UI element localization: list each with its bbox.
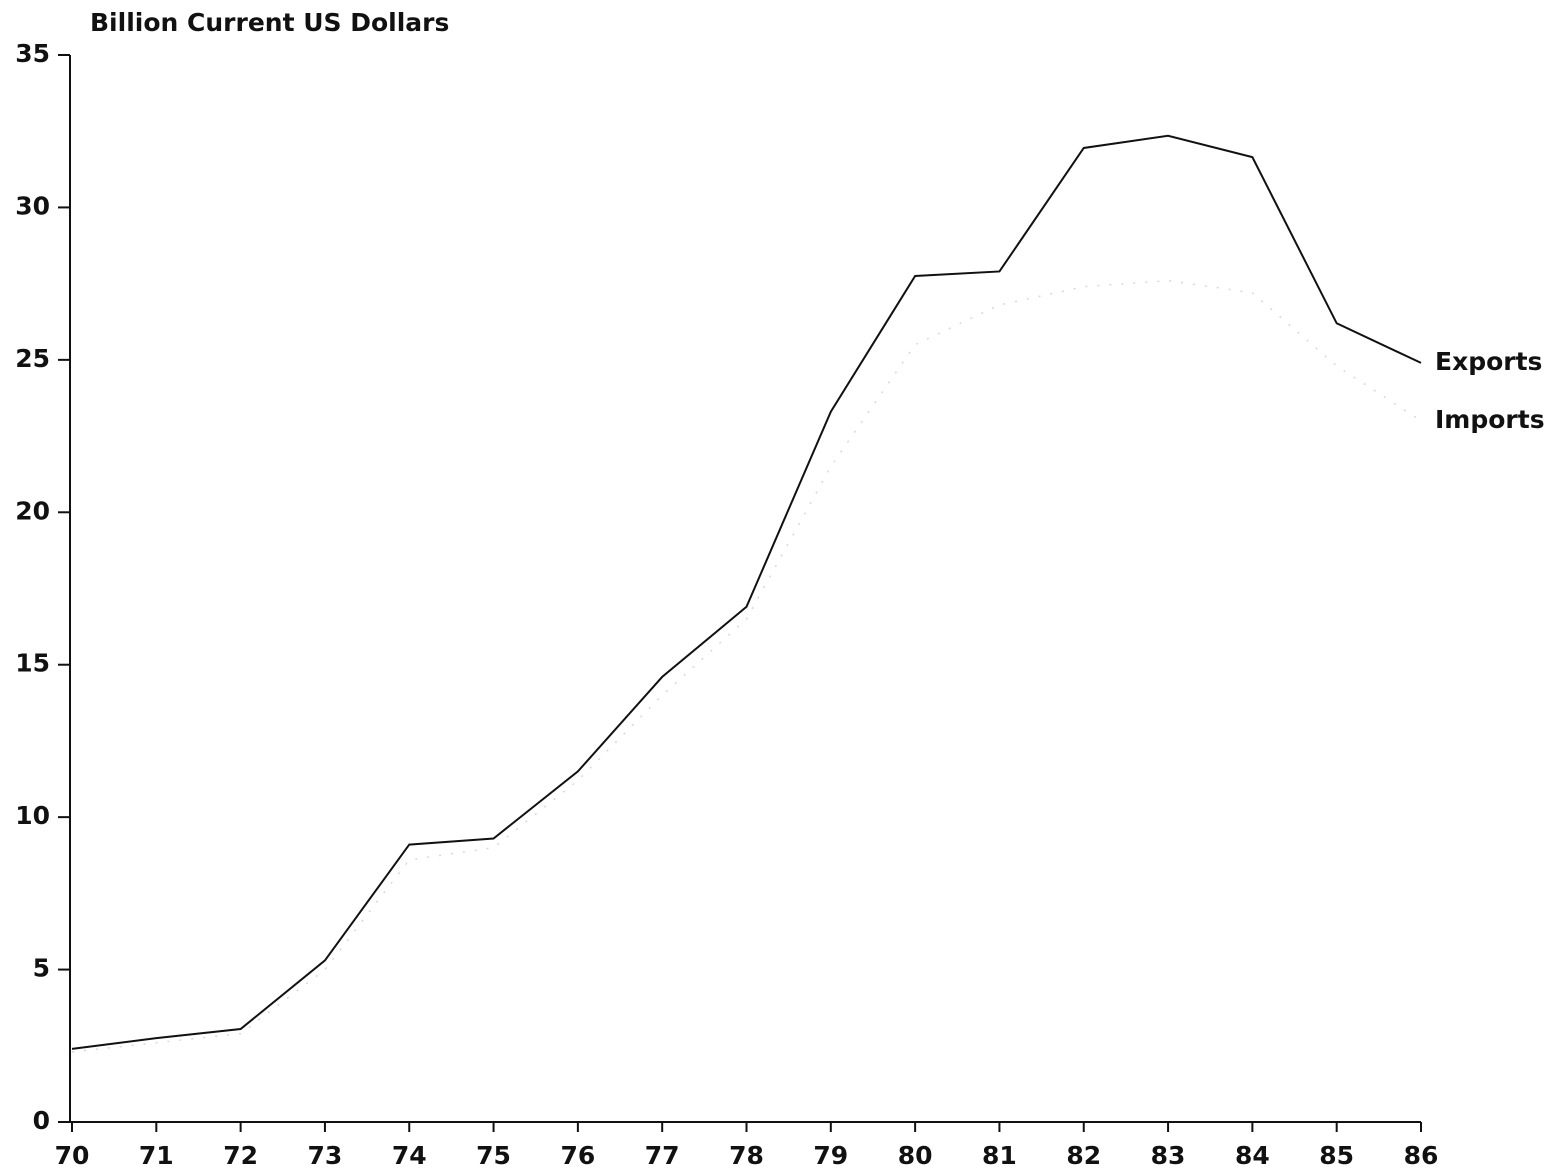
y-tick-label: 0 [33, 1106, 50, 1135]
y-tick-label: 35 [15, 39, 50, 68]
x-tick-label: 76 [560, 1141, 595, 1170]
x-tick-label: 85 [1319, 1141, 1354, 1170]
x-tick-label: 75 [476, 1141, 511, 1170]
x-tick-label: 86 [1404, 1141, 1439, 1170]
y-tick-label: 5 [33, 954, 50, 983]
y-tick-label: 10 [15, 801, 50, 830]
x-tick-label: 74 [392, 1141, 427, 1170]
x-tick-label: 84 [1235, 1141, 1270, 1170]
series-label: Imports [1435, 405, 1545, 434]
x-tick-label: 77 [645, 1141, 680, 1170]
x-tick-label: 70 [55, 1141, 90, 1170]
line-series [71, 134, 1422, 1050]
x-tick-label: 82 [1066, 1141, 1101, 1170]
y-tick-label: 25 [15, 344, 50, 373]
series-label: Exports [1435, 347, 1542, 376]
y-tick-label: 30 [15, 191, 50, 220]
x-tick-label: 80 [898, 1141, 933, 1170]
chart-title: Billion Current US Dollars [90, 8, 449, 37]
x-tick-label: 72 [223, 1141, 258, 1170]
x-tick-label: 78 [729, 1141, 764, 1170]
x-tick-label: 71 [139, 1141, 174, 1170]
y-tick-label: 20 [15, 496, 50, 525]
y-tick-label: 15 [15, 649, 50, 678]
x-tick-label: 83 [1151, 1141, 1186, 1170]
x-tick-label: 81 [982, 1141, 1017, 1170]
x-tick-label: 73 [308, 1141, 343, 1170]
line-series [71, 279, 1422, 1053]
x-tick-label: 79 [813, 1141, 848, 1170]
